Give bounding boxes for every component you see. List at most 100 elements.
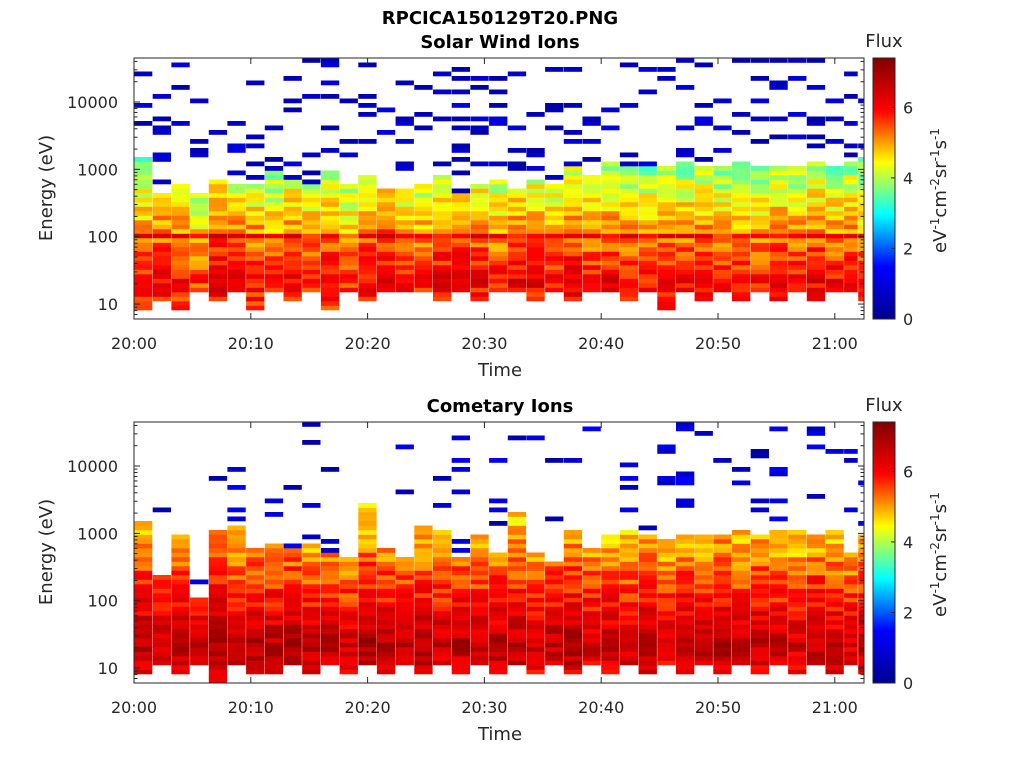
heatmap-cell [858, 552, 864, 558]
heatmap-cell [190, 597, 209, 603]
heatmap-cell [858, 624, 864, 630]
heatmap-cell [601, 615, 620, 621]
heatmap-cell [320, 615, 340, 621]
heatmap-cell [732, 202, 751, 207]
heatmap-cell [563, 629, 583, 634]
heatmap-cell [563, 647, 583, 652]
cometary-panel: Cometary Ions 20:00 20:10 20:20 20:30 20:40 2… [36, 395, 951, 745]
heatmap-cell [246, 575, 265, 580]
heatmap-cell [208, 193, 228, 198]
heatmap-cell [713, 269, 732, 275]
heatmap-cell [152, 615, 171, 621]
heatmap-cell [283, 557, 302, 562]
heatmap-cell [694, 121, 713, 126]
heatmap-cell [694, 597, 713, 603]
heatmap-cell [732, 633, 751, 639]
heatmap-cell [227, 611, 246, 616]
heatmap-cell [302, 503, 321, 508]
heatmap-cell [788, 175, 807, 180]
heatmap-cell [283, 624, 302, 630]
heatmap-cell [470, 215, 489, 221]
heatmap-cell [152, 588, 171, 594]
heatmap-cell [283, 211, 302, 216]
heatmap-cell [545, 175, 564, 180]
heatmap-cell [676, 269, 695, 275]
heatmap-cell [806, 296, 826, 302]
heatmap-cell [601, 543, 620, 549]
heatmap-cell [171, 543, 190, 549]
heatmap-cell [526, 570, 545, 576]
heatmap-cell [844, 588, 858, 594]
heatmap-cell [825, 449, 844, 454]
heatmap-cell [414, 260, 433, 266]
heatmap-cell [171, 211, 190, 216]
heatmap-cell [713, 125, 732, 131]
heatmap-cell [676, 584, 695, 589]
heatmap-cell [414, 530, 433, 535]
heatmap-cell [694, 543, 713, 549]
heatmap-cell [545, 251, 564, 257]
heatmap-cell [171, 633, 190, 639]
heatmap-cell [171, 593, 190, 598]
heatmap-cell [414, 242, 433, 248]
heatmap-cell [470, 184, 489, 189]
heatmap-cell [414, 638, 433, 643]
heatmap-cell [451, 597, 470, 603]
heatmap-cell [451, 467, 470, 472]
heatmap-cell [171, 561, 190, 567]
heatmap-cell [190, 624, 209, 630]
heatmap-cell [563, 588, 583, 594]
heatmap-cell [171, 287, 190, 293]
heatmap-cell [208, 278, 228, 284]
heatmap-cell [769, 278, 788, 284]
heatmap-cell [227, 561, 246, 567]
heatmap-cell [507, 543, 527, 549]
heatmap-cell [227, 229, 246, 234]
heatmap-cell [619, 561, 639, 567]
heatmap-cell [320, 301, 340, 306]
heatmap-cell [339, 647, 358, 652]
heatmap-cell [844, 229, 858, 234]
heatmap-cell [858, 647, 864, 652]
heatmap-cell [171, 638, 190, 643]
heatmap-cell [769, 615, 788, 621]
heatmap-cell [601, 107, 620, 113]
heatmap-cell [858, 579, 864, 585]
heatmap-cell [414, 669, 433, 675]
heatmap-cell [395, 638, 414, 643]
heatmap-cell [638, 278, 657, 284]
heatmap-cell [732, 602, 751, 607]
heatmap-cell [302, 188, 321, 194]
heatmap-cell [264, 606, 284, 612]
heatmap-cell [582, 647, 601, 652]
heatmap-cell [563, 624, 583, 630]
heatmap-cell [227, 516, 246, 522]
heatmap-cell [582, 575, 601, 580]
heatmap-cell [619, 215, 639, 221]
heatmap-cell [246, 602, 265, 607]
heatmap-cell [171, 292, 190, 297]
heatmap-cell [171, 305, 190, 311]
heatmap-cell [246, 274, 265, 279]
heatmap-cell [227, 242, 246, 248]
heatmap-cell [732, 265, 751, 270]
heatmap-cell [152, 507, 171, 513]
heatmap-cell [619, 543, 639, 549]
heatmap-cell [264, 642, 284, 648]
heatmap-cell [638, 197, 657, 203]
heatmap-cell [171, 660, 190, 666]
heatmap-cell [358, 602, 377, 607]
heatmap-cell [694, 624, 713, 630]
heatmap-cell [208, 229, 228, 234]
heatmap-cell [582, 593, 601, 598]
heatmap-cell [246, 265, 265, 270]
heatmap-cell [227, 525, 246, 531]
heatmap-cell [769, 220, 788, 225]
heatmap-cell [638, 534, 657, 540]
heatmap-cell [788, 170, 807, 176]
heatmap-cell [320, 238, 340, 243]
heatmap-cell [507, 224, 527, 230]
heatmap-cell [788, 283, 807, 288]
heatmap-cell [769, 467, 788, 472]
heatmap-cell [414, 579, 433, 585]
